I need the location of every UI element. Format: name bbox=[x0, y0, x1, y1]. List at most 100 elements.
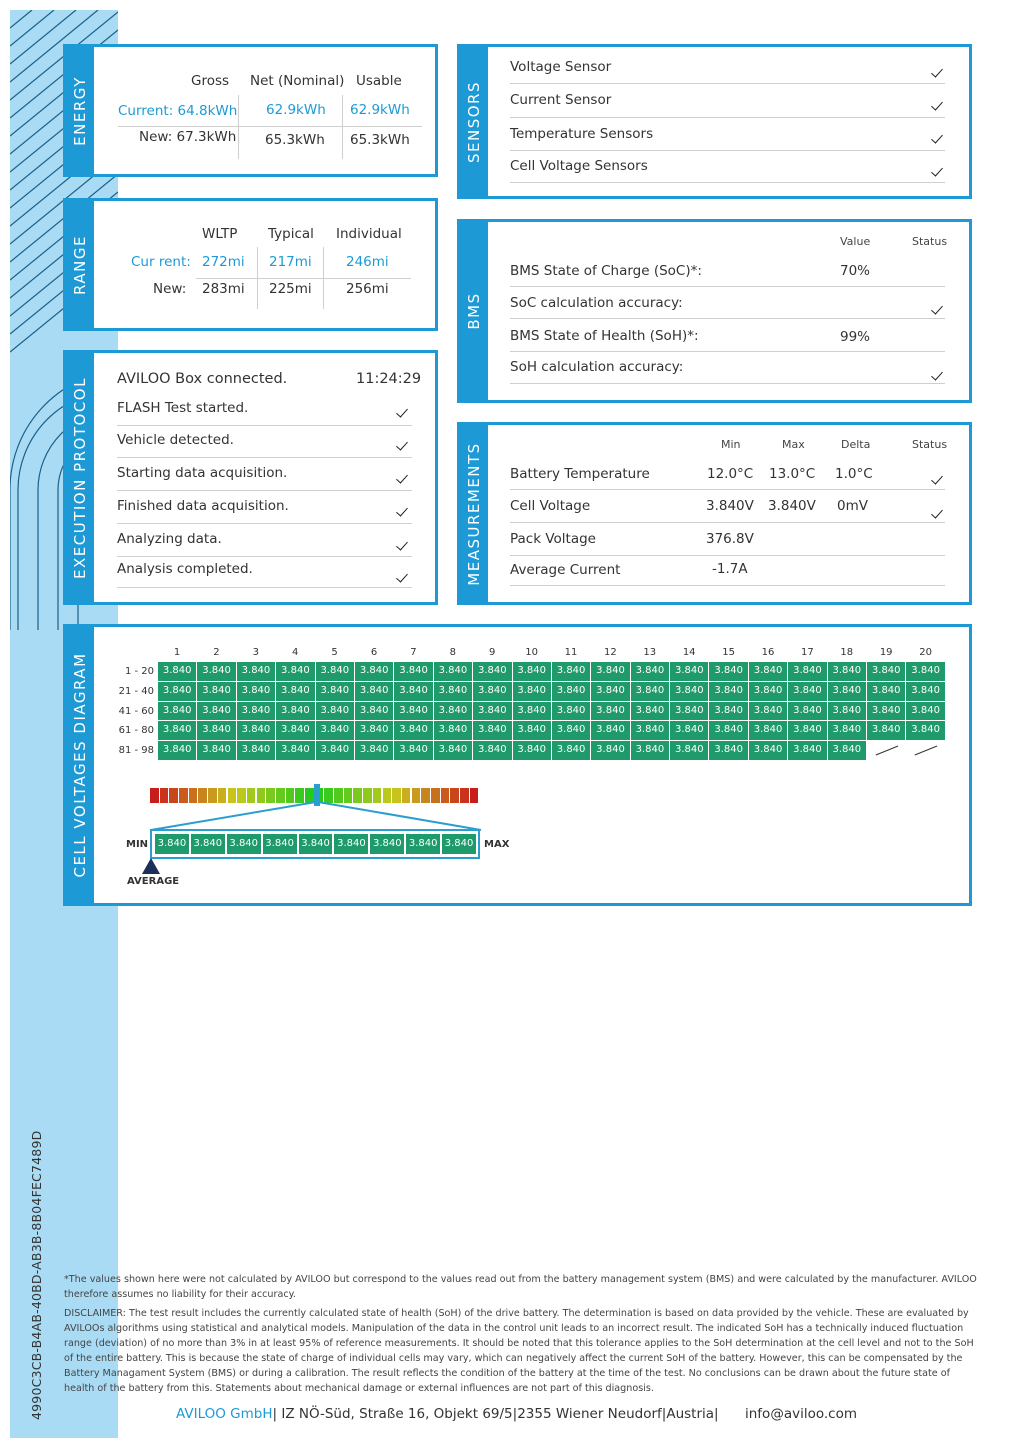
column-number: 7 bbox=[410, 647, 417, 658]
sensors-panel: SENSORS Voltage Sensor Current Sensor Te… bbox=[457, 44, 972, 199]
cell-voltage: 3.840 bbox=[197, 681, 236, 701]
cell-voltage: 3.840 bbox=[236, 681, 276, 701]
protocol-step: Analysis completed. bbox=[117, 561, 253, 577]
max-label: MAX bbox=[484, 839, 510, 850]
city: 2355 Wiener Neudorf bbox=[517, 1406, 662, 1422]
scale-segment bbox=[208, 788, 217, 803]
cell-voltage: 3.840 bbox=[630, 701, 670, 721]
range-new-label: New: bbox=[153, 281, 187, 297]
zoom-cell: 3.840 bbox=[334, 834, 369, 854]
country: Austria bbox=[666, 1406, 715, 1422]
meas-row-min: 12.0°C bbox=[707, 466, 754, 482]
range-header-individual: Individual bbox=[336, 226, 402, 242]
bms-row-value: 99% bbox=[840, 329, 871, 345]
energy-new-usable: 65.3kWh bbox=[350, 132, 410, 148]
check-icon bbox=[934, 473, 942, 485]
energy-header-usable: Usable bbox=[356, 73, 402, 89]
range-panel: RANGE WLTP Typical Individual Cur rent: … bbox=[63, 198, 438, 331]
cell-voltage: 3.840 bbox=[394, 662, 433, 681]
cell-voltage: 3.840 bbox=[433, 662, 473, 681]
sensor-item: Temperature Sensors bbox=[510, 126, 654, 142]
cell-voltage: 3.840 bbox=[276, 681, 315, 701]
check-icon bbox=[399, 505, 407, 517]
sensor-item: Current Sensor bbox=[510, 92, 612, 108]
column-number: 19 bbox=[879, 647, 893, 658]
bms-row-label: BMS State of Charge (SoC)*: bbox=[510, 263, 702, 279]
scale-segment bbox=[256, 788, 266, 803]
scale-segment bbox=[363, 788, 372, 803]
cell-voltage: 3.840 bbox=[748, 681, 788, 701]
protocol-step: Starting data acquisition. bbox=[117, 465, 288, 481]
scale-segment bbox=[246, 788, 256, 803]
column-number: 11 bbox=[564, 647, 578, 658]
scale-segment bbox=[305, 788, 314, 803]
energy-header-net: Net (Nominal) bbox=[250, 73, 345, 89]
check-icon bbox=[399, 539, 407, 551]
protocol-time: 11:24:29 bbox=[356, 371, 422, 387]
cell-voltage: 3.840 bbox=[473, 681, 512, 701]
measurements-panel: MEASUREMENTS Min Max Delta Status Batter… bbox=[457, 422, 972, 605]
scale-segment bbox=[227, 788, 237, 803]
bms-tab: BMS bbox=[460, 222, 488, 400]
bms-panel: BMS Value Status BMS State of Charge (So… bbox=[457, 219, 972, 403]
meas-col-max: Max bbox=[782, 438, 805, 451]
scale-segment bbox=[460, 788, 469, 803]
cell-voltages-tab: CELL VOLTAGES DIAGRAM bbox=[66, 627, 94, 903]
check-icon bbox=[934, 99, 942, 111]
scale-segment bbox=[372, 788, 382, 803]
range-new-typical: 225mi bbox=[269, 281, 312, 297]
street: IZ NÖ-Süd, Straße 16, Objekt 69/5 bbox=[281, 1406, 513, 1422]
meas-col-status: Status bbox=[912, 438, 948, 451]
range-current-wltp: 272mi bbox=[202, 254, 245, 270]
cell-voltage: 3.840 bbox=[354, 681, 394, 701]
energy-tab: ENERGY bbox=[66, 47, 94, 174]
cell-voltage: 3.840 bbox=[473, 741, 512, 760]
range-header-wltp: WLTP bbox=[202, 226, 238, 242]
column-number: 3 bbox=[252, 647, 259, 658]
execution-protocol-tab: EXECUTION PROTOCOL bbox=[66, 353, 94, 602]
protocol-step: Vehicle detected. bbox=[117, 432, 234, 448]
cell-voltage: 3.840 bbox=[591, 741, 630, 760]
cell-voltage: 3.840 bbox=[709, 741, 748, 760]
protocol-first-line: AVILOO Box connected. bbox=[117, 371, 288, 387]
meas-row-max: 3.840V bbox=[768, 498, 816, 514]
average-marker-icon bbox=[142, 858, 160, 874]
cell-voltage: 3.840 bbox=[906, 721, 945, 741]
cell-voltage: 3.840 bbox=[827, 741, 867, 760]
column-number: 17 bbox=[801, 647, 814, 658]
meas-row-label: Average Current bbox=[510, 562, 621, 578]
cell-voltage: 3.840 bbox=[197, 701, 236, 721]
cell-voltage: 3.840 bbox=[315, 721, 354, 741]
scale-segment bbox=[237, 788, 246, 803]
cell-voltage: 3.840 bbox=[906, 701, 945, 721]
cell-voltage: 3.840 bbox=[748, 721, 788, 741]
scale-segment bbox=[217, 788, 227, 803]
execution-protocol-panel: EXECUTION PROTOCOL AVILOO Box connected.… bbox=[63, 350, 438, 605]
cell-voltage: 3.840 bbox=[158, 662, 197, 681]
cell-voltage: 3.840 bbox=[473, 662, 512, 681]
cell-voltage: 3.840 bbox=[158, 721, 197, 741]
cell-voltage: 3.840 bbox=[433, 721, 473, 741]
cell-voltage: 3.840 bbox=[670, 681, 709, 701]
cell-voltage: 3.840 bbox=[748, 741, 788, 760]
cell-voltage: 3.840 bbox=[827, 681, 867, 701]
energy-header-gross: Gross bbox=[191, 73, 230, 89]
cell-voltage: 3.840 bbox=[788, 701, 827, 721]
cell-voltage: 3.840 bbox=[276, 701, 315, 721]
column-number: 4 bbox=[292, 647, 299, 658]
scale-segment bbox=[392, 788, 401, 803]
cell-voltage: 3.840 bbox=[354, 701, 394, 721]
cell-voltage: 3.840 bbox=[236, 741, 276, 760]
email-link[interactable]: info@aviloo.com bbox=[745, 1406, 857, 1422]
cell-voltage: 3.840 bbox=[512, 662, 551, 681]
cell-voltage: 3.840 bbox=[394, 701, 433, 721]
range-new-wltp: 283mi bbox=[202, 281, 245, 297]
meas-row-label: Cell Voltage bbox=[510, 498, 591, 514]
column-number: 12 bbox=[604, 647, 617, 658]
row-label: 81 - 98 bbox=[118, 745, 154, 757]
scale-segment bbox=[295, 788, 304, 803]
zoom-cell: 3.840 bbox=[155, 834, 189, 854]
cell-voltage: 3.840 bbox=[315, 681, 354, 701]
column-number: 14 bbox=[682, 647, 696, 658]
cell-voltage: 3.840 bbox=[354, 741, 394, 760]
